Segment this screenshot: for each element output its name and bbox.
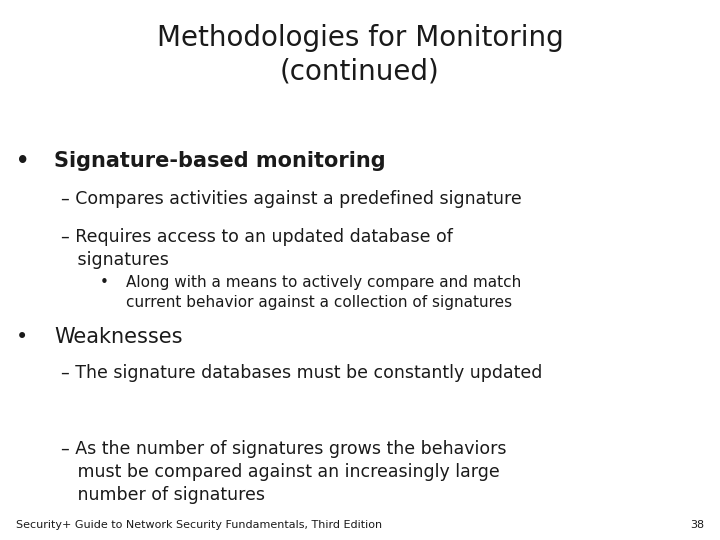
Text: Security+ Guide to Network Security Fundamentals, Third Edition: Security+ Guide to Network Security Fund… <box>16 520 382 530</box>
Text: Weaknesses: Weaknesses <box>54 327 182 347</box>
Text: Methodologies for Monitoring
(continued): Methodologies for Monitoring (continued) <box>157 24 563 86</box>
Text: •: • <box>99 275 108 291</box>
Text: – Compares activities against a predefined signature: – Compares activities against a predefin… <box>61 190 522 208</box>
Text: – As the number of signatures grows the behaviors
   must be compared against an: – As the number of signatures grows the … <box>61 440 507 504</box>
Text: – The signature databases must be constantly updated: – The signature databases must be consta… <box>61 364 543 382</box>
Text: 38: 38 <box>690 520 704 530</box>
Text: – Requires access to an updated database of
   signatures: – Requires access to an updated database… <box>61 228 453 269</box>
Text: •: • <box>16 151 30 171</box>
Text: Signature-based monitoring: Signature-based monitoring <box>54 151 386 171</box>
Text: Along with a means to actively compare and match
current behavior against a coll: Along with a means to actively compare a… <box>126 275 521 309</box>
Text: •: • <box>16 327 28 347</box>
